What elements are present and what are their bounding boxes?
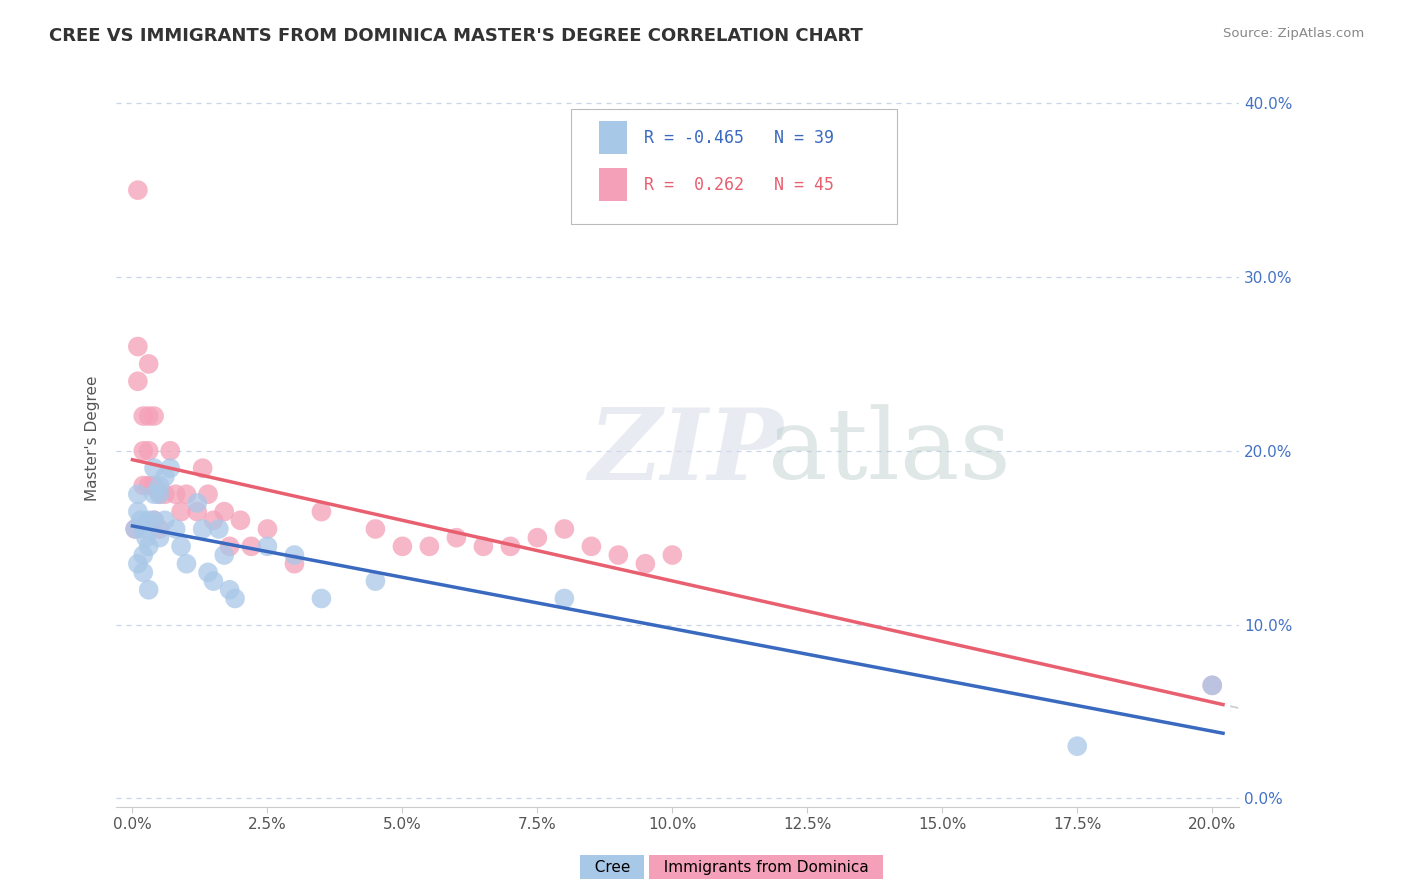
Point xyxy=(364,574,387,588)
Point xyxy=(153,513,176,527)
Point xyxy=(186,496,208,510)
Point xyxy=(132,548,155,562)
Y-axis label: Master's Degree: Master's Degree xyxy=(86,375,100,500)
Point xyxy=(138,582,160,597)
Point xyxy=(1201,678,1223,692)
Point xyxy=(581,539,603,553)
Point xyxy=(311,505,333,519)
Point xyxy=(364,522,387,536)
Point xyxy=(143,487,166,501)
Point xyxy=(148,487,170,501)
Point xyxy=(553,591,575,606)
Point xyxy=(132,409,155,423)
Point xyxy=(148,531,170,545)
Point xyxy=(391,539,413,553)
Point xyxy=(127,339,149,353)
Point xyxy=(176,557,198,571)
Point xyxy=(138,513,160,527)
Point xyxy=(240,539,263,553)
Point xyxy=(283,557,305,571)
Point xyxy=(129,513,152,527)
Point xyxy=(135,531,157,545)
Point xyxy=(191,461,214,475)
Point xyxy=(212,505,235,519)
Text: Immigrants from Dominica: Immigrants from Dominica xyxy=(654,860,879,874)
Point xyxy=(138,478,160,492)
Point xyxy=(212,548,235,562)
Text: atlas: atlas xyxy=(768,405,1011,500)
Point xyxy=(138,539,160,553)
Point xyxy=(197,487,219,501)
Point xyxy=(153,470,176,484)
Point xyxy=(418,539,440,553)
Point xyxy=(256,539,278,553)
Point xyxy=(143,409,166,423)
Point xyxy=(138,357,160,371)
Point xyxy=(124,522,146,536)
Point xyxy=(176,487,198,501)
Point xyxy=(127,374,149,388)
Point xyxy=(138,409,160,423)
Point xyxy=(661,548,683,562)
Point xyxy=(283,548,305,562)
Point xyxy=(165,487,187,501)
Point xyxy=(499,539,522,553)
Point xyxy=(256,522,278,536)
Point xyxy=(143,513,166,527)
Point xyxy=(148,478,170,492)
Point xyxy=(165,522,187,536)
Point xyxy=(197,566,219,580)
Point xyxy=(127,183,149,197)
Point xyxy=(553,522,575,536)
Point xyxy=(202,574,225,588)
Point xyxy=(127,557,149,571)
Point xyxy=(132,478,155,492)
Point xyxy=(127,487,149,501)
FancyBboxPatch shape xyxy=(571,109,897,224)
Point xyxy=(607,548,630,562)
Point xyxy=(170,539,193,553)
Point xyxy=(148,487,170,501)
Point xyxy=(159,461,181,475)
Point xyxy=(634,557,657,571)
Point xyxy=(1066,739,1088,754)
Point xyxy=(170,505,193,519)
Point xyxy=(132,522,155,536)
Point xyxy=(143,461,166,475)
Text: ZIP: ZIP xyxy=(588,404,783,500)
FancyBboxPatch shape xyxy=(599,168,627,202)
Point xyxy=(132,443,155,458)
Point xyxy=(143,478,166,492)
Text: R =  0.262   N = 45: R = 0.262 N = 45 xyxy=(644,176,834,194)
Text: CREE VS IMMIGRANTS FROM DOMINICA MASTER'S DEGREE CORRELATION CHART: CREE VS IMMIGRANTS FROM DOMINICA MASTER'… xyxy=(49,27,863,45)
Point xyxy=(526,531,548,545)
Point xyxy=(224,591,246,606)
FancyBboxPatch shape xyxy=(599,121,627,154)
Point xyxy=(472,539,495,553)
Text: R = -0.465   N = 39: R = -0.465 N = 39 xyxy=(644,128,834,147)
Point xyxy=(186,505,208,519)
Point xyxy=(143,513,166,527)
Point xyxy=(208,522,231,536)
Point xyxy=(202,513,225,527)
Point xyxy=(148,522,170,536)
Point xyxy=(218,582,240,597)
Point xyxy=(229,513,252,527)
Point xyxy=(159,443,181,458)
Point xyxy=(124,522,146,536)
Point xyxy=(132,566,155,580)
Point xyxy=(138,443,160,458)
Point xyxy=(1201,678,1223,692)
Point xyxy=(311,591,333,606)
Text: Source: ZipAtlas.com: Source: ZipAtlas.com xyxy=(1223,27,1364,40)
Point xyxy=(191,522,214,536)
Text: Cree: Cree xyxy=(585,860,640,874)
Point xyxy=(127,505,149,519)
Point xyxy=(153,487,176,501)
Point xyxy=(446,531,468,545)
Point xyxy=(218,539,240,553)
